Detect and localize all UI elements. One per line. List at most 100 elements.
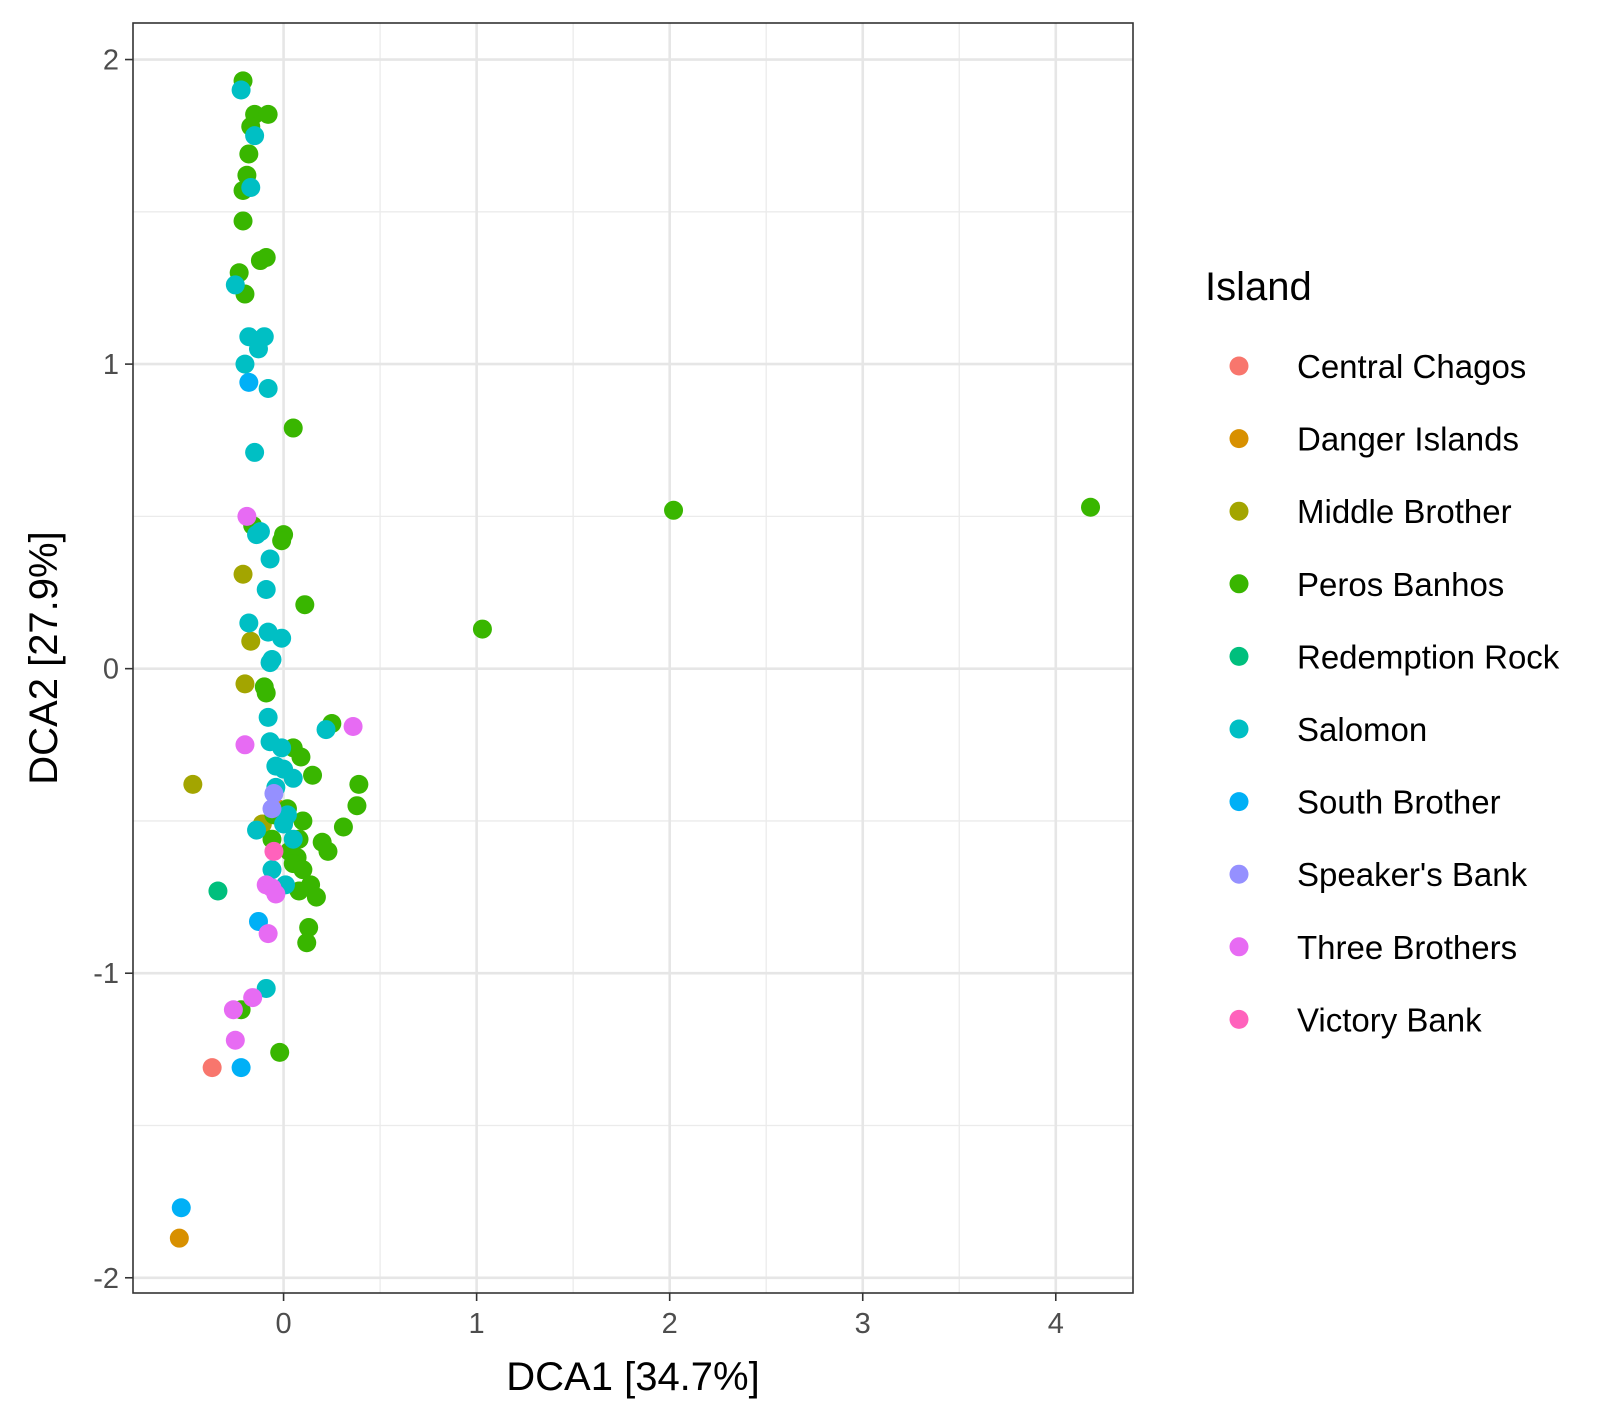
data-point [262,799,282,819]
legend-item: South Brother [1229,784,1501,821]
data-point [260,653,280,673]
data-point [256,978,276,998]
data-point [235,354,255,374]
data-point [664,500,684,520]
data-point [283,829,303,849]
data-point [349,774,369,794]
y-tick-label: 0 [103,654,119,686]
data-point [297,933,317,953]
data-point [247,820,267,840]
legend-item: Redemption Rock [1229,638,1560,675]
series-group [202,1058,222,1078]
legend-label: Salomon [1297,711,1427,748]
data-point [293,811,313,831]
data-point [295,595,315,615]
x-tick-label: 1 [469,1308,485,1340]
legend-item: Three Brothers [1229,929,1517,966]
data-point [225,275,245,295]
legend-label: Victory Bank [1297,1001,1482,1038]
data-point [247,525,267,545]
series-group [229,71,1101,1062]
legend-label: Redemption Rock [1297,638,1560,675]
data-point [256,683,276,703]
legend-label: South Brother [1297,784,1501,821]
legend-key [1229,356,1249,376]
points-layer [169,71,1101,1248]
legend-label: Peros Banhos [1297,566,1504,603]
data-point [272,738,292,758]
legend-item: Central Chagos [1229,348,1526,385]
data-point [293,860,313,880]
x-tick-label: 4 [1048,1308,1064,1340]
data-point [333,817,353,837]
data-point [258,924,278,944]
data-point [291,747,311,767]
x-tick-label: 0 [276,1308,292,1340]
data-point [169,1228,189,1248]
legend-title: Island [1205,265,1312,309]
axis-layer: 0 1 2 3 4 -2 -1 0 1 2 [93,45,1064,1340]
legend-label: Speaker's Bank [1297,856,1528,893]
y-axis-title: DCA2 [27.9%] [22,531,66,784]
data-point [237,506,257,526]
legend-key [1229,574,1249,594]
plot-panel [133,23,1133,1293]
legend-label: Danger Islands [1297,421,1519,458]
data-point [299,918,319,938]
legend-key [1229,864,1249,884]
data-point [239,613,259,633]
series-group [208,881,228,901]
y-tick-label: -1 [93,958,119,990]
grid-layer [133,23,1133,1293]
data-point [303,765,323,785]
data-point [233,211,253,231]
x-axis-title: DCA1 [34.7%] [506,1355,759,1399]
data-point [316,720,336,740]
legend-item: Peros Banhos [1229,566,1504,603]
legend-key [1229,719,1249,739]
data-point [258,707,278,727]
data-point [274,814,294,834]
data-point [245,442,265,462]
y-tick-label: 1 [103,349,119,381]
legend-key [1229,501,1249,521]
data-point [171,1198,191,1218]
data-point [1081,497,1101,517]
y-tick-label: -2 [93,1263,119,1295]
data-point [264,784,284,804]
plot-border [132,22,1134,1294]
series-group [262,784,284,819]
legend-item: Danger Islands [1229,421,1519,458]
data-point [270,1042,290,1062]
legend-label: Three Brothers [1297,929,1517,966]
data-point [272,628,292,648]
data-point [258,378,278,398]
y-tick-label: 2 [103,45,119,77]
data-point [248,339,268,359]
data-point [272,531,292,551]
series-group [223,506,363,1050]
data-point [283,768,303,788]
data-point [235,674,255,694]
data-point [266,884,286,904]
data-point [225,1030,245,1050]
series-group [225,80,336,998]
data-point [250,251,270,271]
data-point [239,144,259,164]
data-point [243,988,263,1008]
data-point [183,774,203,794]
data-point [472,619,492,639]
legend-key [1229,1009,1249,1029]
legend-item: Victory Bank [1229,1001,1482,1038]
series-group [264,841,284,861]
data-point [239,372,259,392]
x-tick-label: 2 [662,1308,678,1340]
data-point [258,104,278,124]
data-point [223,1000,243,1020]
legend-items: Central Chagos Danger Islands Middle Broth… [1229,348,1560,1038]
legend-item: Speaker's Bank [1229,856,1528,893]
legend-key [1229,937,1249,957]
data-point [241,631,261,651]
